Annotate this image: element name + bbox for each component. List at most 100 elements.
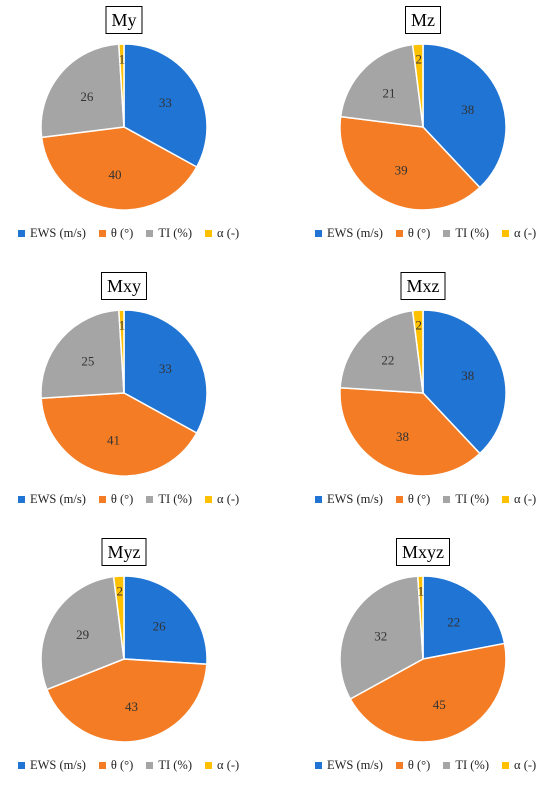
pie-svg: 38 39 21 2 xyxy=(339,43,507,211)
legend-item-ti: TI (%) xyxy=(443,226,489,241)
pie-slice-ews xyxy=(422,43,507,189)
chart-title: Mxz xyxy=(400,272,446,300)
legend-swatch xyxy=(18,230,25,237)
data-label-ews: 26 xyxy=(153,619,167,634)
legend-label: TI (%) xyxy=(455,758,490,772)
pie-slice-alpha xyxy=(411,309,424,394)
pie-slice-alpha xyxy=(411,43,424,128)
legend-label: TI (%) xyxy=(158,492,193,506)
pie-slice-alpha xyxy=(117,43,125,128)
legend-swatch xyxy=(146,762,154,769)
pie-chart-myz: 26 43 29 2 Myz EWS (m/s) θ (°) TI (%) α (-) xyxy=(0,532,275,794)
legend-swatch xyxy=(146,496,154,503)
pie-svg: 22 45 32 1 xyxy=(339,575,507,743)
legend-item-theta: θ (°) xyxy=(98,492,133,507)
data-label-alpha: 2 xyxy=(116,584,123,599)
legend-label: TI (%) xyxy=(158,226,193,240)
pie-slice-theta xyxy=(339,115,481,211)
legend-item-theta: θ (°) xyxy=(395,492,431,507)
legend-swatch xyxy=(502,230,510,237)
pie-chart-my: 33 40 26 1 My EWS (m/s) θ (°) TI (%) α (-) xyxy=(0,0,275,262)
data-label-theta: 43 xyxy=(125,699,138,714)
legend-item-ews: EWS (m/s) xyxy=(18,226,86,241)
pie-slice-alpha xyxy=(416,575,424,660)
legend-swatch xyxy=(98,230,106,237)
pie-slice-alpha xyxy=(112,575,125,660)
legend-label: TI (%) xyxy=(455,226,490,240)
pie-slice-ti xyxy=(40,575,125,691)
pie-slice-ti xyxy=(339,43,424,128)
legend-swatch xyxy=(315,762,322,769)
legend-swatch xyxy=(205,230,213,237)
legend-label: EWS (m/s) xyxy=(327,758,383,772)
data-label-ti: 26 xyxy=(80,89,94,104)
legend-item-ews: EWS (m/s) xyxy=(315,758,383,773)
legend-item-ti: TI (%) xyxy=(146,492,192,507)
data-label-ti: 25 xyxy=(81,354,94,369)
pie-slice-ti xyxy=(339,309,424,394)
legend-swatch xyxy=(443,230,451,237)
data-label-alpha: 1 xyxy=(119,318,126,333)
legend-item-alpha: α (-) xyxy=(205,758,239,773)
pie-svg: 26 43 29 2 xyxy=(40,575,208,743)
legend-swatch xyxy=(98,762,106,769)
data-label-ti: 22 xyxy=(381,353,394,368)
legend-item-alpha: α (-) xyxy=(205,492,239,507)
data-label-ews: 22 xyxy=(447,614,460,629)
legend-item-ti: TI (%) xyxy=(146,226,192,241)
legend-label: θ (°) xyxy=(407,758,431,772)
pie-slice-theta xyxy=(40,392,198,477)
legend-swatch xyxy=(502,762,510,769)
legend-item-ti: TI (%) xyxy=(443,492,489,507)
data-label-ews: 33 xyxy=(159,361,172,376)
pie-svg: 33 41 25 1 xyxy=(40,309,208,477)
legend-label: θ (°) xyxy=(407,226,431,240)
data-label-alpha: 2 xyxy=(415,318,422,333)
legend-swatch xyxy=(18,496,25,503)
data-label-theta: 40 xyxy=(109,167,122,182)
legend-label: α (-) xyxy=(217,226,240,240)
legend-swatch xyxy=(395,230,403,237)
pie-chart-mxz: 38 38 22 2 Mxz EWS (m/s) θ (°) TI (%) α (-) xyxy=(275,266,550,528)
legend-label: EWS (m/s) xyxy=(327,226,383,240)
legend-label: EWS (m/s) xyxy=(30,226,86,240)
pie-slice-theta xyxy=(40,126,198,211)
legend-label: TI (%) xyxy=(158,758,193,772)
pie-slice-theta xyxy=(339,386,481,477)
legend-swatch xyxy=(395,762,403,769)
legend-label: θ (°) xyxy=(407,492,431,506)
legend-item-alpha: α (-) xyxy=(502,758,536,773)
legend-item-ews: EWS (m/s) xyxy=(315,492,383,507)
pie-slice-ews xyxy=(422,309,507,455)
legend-swatch xyxy=(315,230,322,237)
legend-label: θ (°) xyxy=(110,758,134,772)
chart-legend: EWS (m/s) θ (°) TI (%) α (-) xyxy=(18,492,239,507)
legend-label: EWS (m/s) xyxy=(327,492,383,506)
pie-slice-ti xyxy=(40,309,125,400)
legend-swatch xyxy=(146,230,154,237)
data-label-ews: 38 xyxy=(461,102,474,117)
legend-item-alpha: α (-) xyxy=(502,492,536,507)
data-label-ti: 32 xyxy=(374,628,387,643)
chart-legend: EWS (m/s) θ (°) TI (%) α (-) xyxy=(18,226,239,241)
data-label-alpha: 2 xyxy=(415,52,422,67)
chart-title: My xyxy=(105,6,143,34)
legend-swatch xyxy=(98,496,106,503)
data-label-theta: 45 xyxy=(433,697,446,712)
pie-slice-ews xyxy=(123,575,208,666)
pie-slice-ti xyxy=(339,575,424,701)
chart-title: Mxyz xyxy=(396,538,450,566)
chart-title: Mz xyxy=(405,6,441,34)
data-label-ews: 38 xyxy=(461,368,474,383)
legend-item-alpha: α (-) xyxy=(205,226,239,241)
pie-chart-mz: 38 39 21 2 Mz EWS (m/s) θ (°) TI (%) α (-) xyxy=(275,0,550,262)
pie-svg: 33 40 26 1 xyxy=(40,43,208,211)
pie-chart-mxyz: 22 45 32 1 Mxyz EWS (m/s) θ (°) TI (%) α (-) xyxy=(275,532,550,794)
pie-slice-ti xyxy=(40,43,125,139)
legend-swatch xyxy=(443,496,451,503)
data-label-alpha: 1 xyxy=(418,584,425,599)
chart-title: Mxy xyxy=(100,272,148,300)
legend-label: EWS (m/s) xyxy=(30,492,86,506)
